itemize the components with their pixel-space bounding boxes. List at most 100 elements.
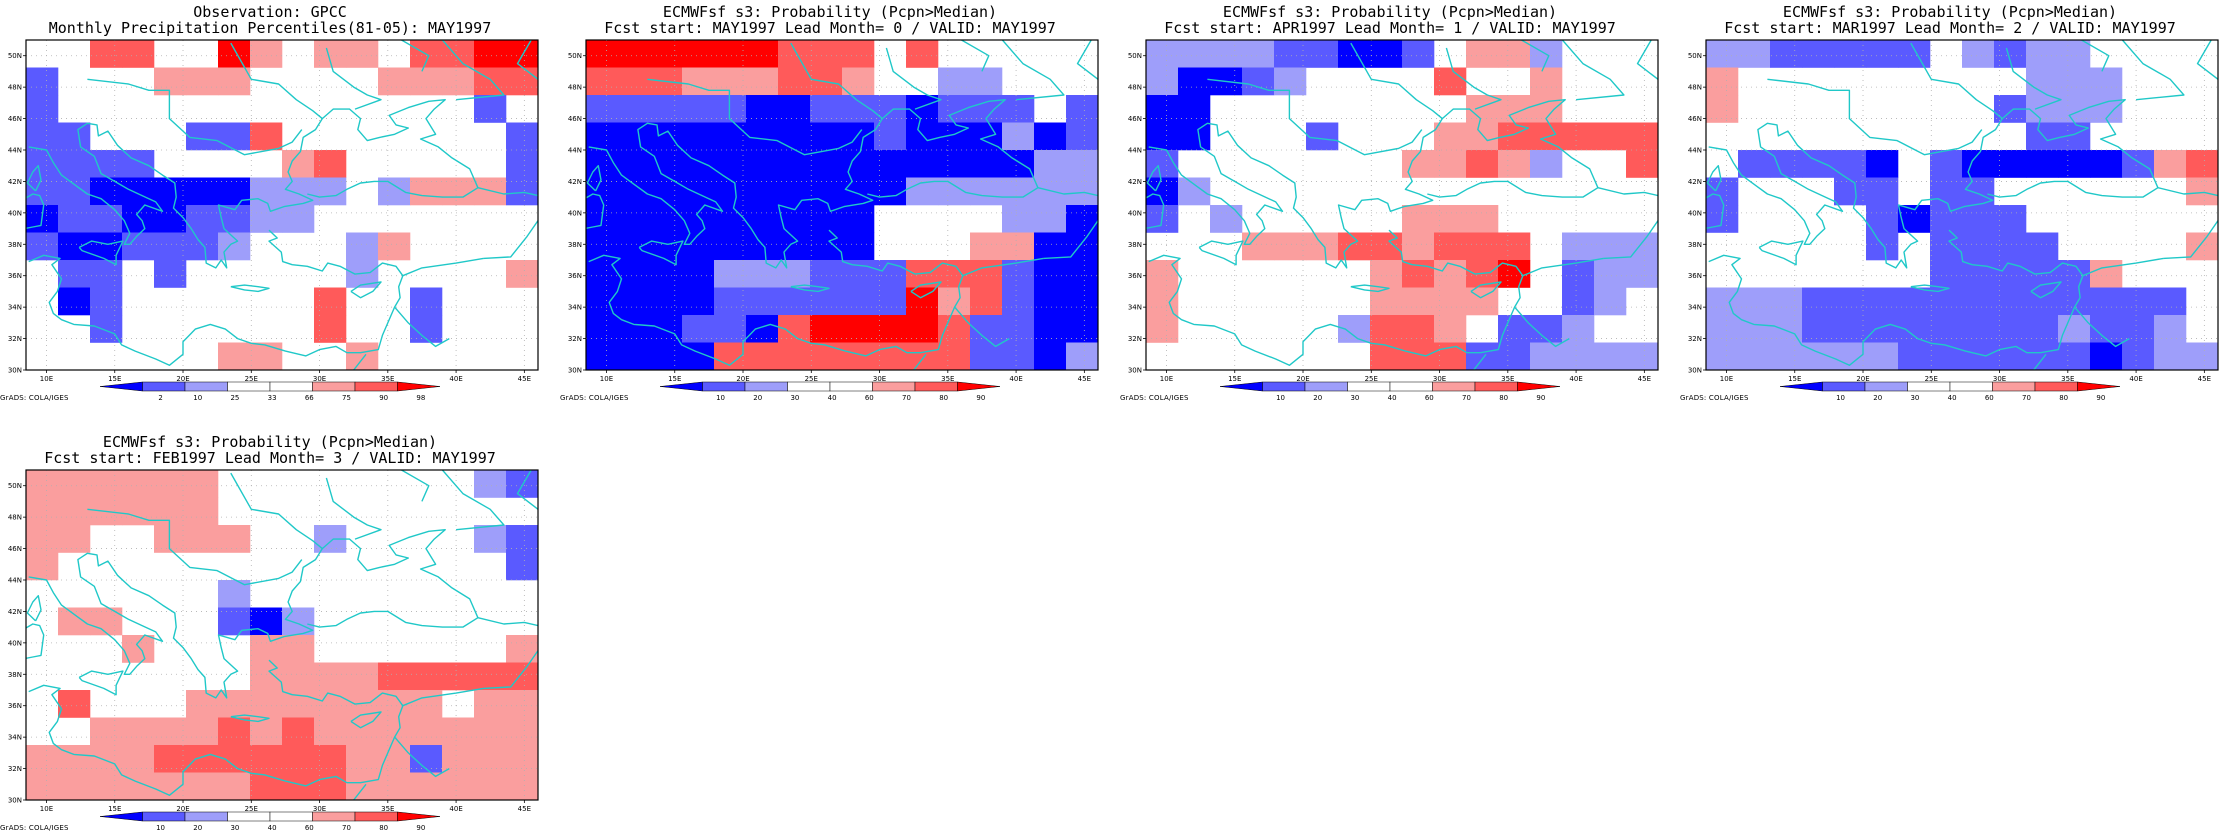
- grid-cell: [1066, 260, 1099, 288]
- lat-tick-label: 40N: [1128, 209, 1142, 217]
- grid-cell: [1066, 315, 1099, 343]
- grid-cell: [1034, 287, 1067, 316]
- grads-credit: GrADS: COLA/IGES: [0, 824, 69, 832]
- grid-cell: [970, 232, 1003, 261]
- grid-cell: [2026, 232, 2059, 261]
- grid-cell: [778, 287, 811, 316]
- grid-cell: [1866, 315, 1899, 343]
- colorbar-segment: [1517, 381, 1561, 392]
- grid-cell: [778, 40, 811, 68]
- grid-cell: [618, 40, 651, 68]
- precip-map: 10E 15E 20E 25E 30E 35E 40E 45E 30N 32N 34N 36N 38N 4…: [0, 39, 539, 402]
- grid-cell: [474, 40, 507, 68]
- grid-cell: [842, 315, 875, 343]
- colorbar-label: 30: [1910, 394, 1919, 402]
- grid-cell: [1898, 287, 1931, 316]
- coastline: [586, 164, 602, 192]
- grid-cell: [1770, 40, 1803, 68]
- grid-cell: [586, 287, 619, 316]
- grid-cell: [26, 525, 59, 553]
- grid-cell: [506, 260, 539, 288]
- coastline: [477, 617, 538, 627]
- coastline: [1561, 40, 1625, 101]
- lat-tick-label: 32N: [1688, 335, 1702, 343]
- panel-subtitle: Monthly Precipitation Percentiles(81-05)…: [48, 19, 492, 37]
- coastline: [516, 470, 538, 512]
- grid-cell: [282, 635, 315, 663]
- grid-cell: [218, 122, 251, 151]
- grid-cell: [218, 67, 251, 96]
- lat-tick-label: 34N: [8, 304, 22, 312]
- grid-cell: [506, 67, 539, 96]
- grid-cell: [1706, 67, 1739, 96]
- grid-cell: [2026, 67, 2059, 96]
- lon-tick-label: 15E: [1788, 375, 1801, 383]
- grid-cell: [410, 690, 443, 718]
- map-panel-1: ECMWFsf s3: Probability (Pcpn>Median) Fcs…: [560, 0, 1100, 408]
- grid-cell: [1834, 287, 1867, 316]
- grid-cell: [506, 150, 539, 178]
- coastline: [1350, 284, 1390, 293]
- grid-cell: [1338, 232, 1371, 261]
- grid-cell: [1242, 67, 1275, 96]
- grid-cell: [2026, 122, 2059, 151]
- coastline: [1706, 193, 1725, 230]
- lat-tick-label: 46N: [8, 545, 22, 553]
- grid-cell: [618, 315, 651, 343]
- colorbar-label: 20: [753, 394, 762, 402]
- grid-cell: [746, 67, 779, 96]
- lon-tick-label: 35E: [381, 375, 394, 383]
- grid-cell: [1434, 205, 1467, 233]
- grid-cell: [1210, 40, 1243, 68]
- lat-tick-label: 50N: [8, 482, 22, 490]
- lon-tick-label: 40E: [1009, 375, 1022, 383]
- grid-cell: [154, 177, 187, 206]
- lat-tick-label: 30N: [568, 367, 582, 375]
- lon-tick-label: 25E: [805, 375, 818, 383]
- grid-cell: [282, 177, 315, 206]
- colorbar-segment: [269, 381, 313, 392]
- coastline: [885, 47, 942, 110]
- grid-cell: [1242, 40, 1275, 68]
- lon-tick-label: 25E: [1925, 375, 1938, 383]
- grid-cell: [1178, 40, 1211, 68]
- grid-cell: [1466, 205, 1499, 233]
- grid-cell: [970, 342, 1003, 371]
- lon-tick-label: 10E: [40, 805, 53, 813]
- colorbar-label: 75: [342, 394, 351, 402]
- grid-cell: [122, 717, 155, 746]
- grid-cell: [682, 315, 715, 343]
- colorbar-segment: [1304, 381, 1348, 392]
- grid-cell: [2154, 287, 2187, 316]
- grid-cell: [906, 40, 939, 68]
- grid-cell: [410, 67, 443, 96]
- coastline: [1708, 98, 2159, 269]
- lon-tick-label: 25E: [245, 375, 258, 383]
- grid-cell: [250, 177, 283, 206]
- grid-cell: [1962, 342, 1995, 371]
- grid-cell: [874, 122, 907, 151]
- grid-cell: [1562, 287, 1595, 316]
- coastline: [0, 153, 26, 164]
- coastline: [1043, 220, 1098, 260]
- grid-cell: [154, 745, 187, 773]
- coastline: [0, 583, 26, 594]
- lon-tick-label: 25E: [245, 805, 258, 813]
- coastline: [2163, 220, 2218, 260]
- grid-cell: [906, 342, 939, 371]
- lon-tick-label: 45E: [1638, 375, 1651, 383]
- colorbar-segment: [142, 811, 186, 822]
- grid-cell: [474, 717, 507, 746]
- grid-cell: [2026, 315, 2059, 343]
- grid-cell: [186, 525, 219, 553]
- colorbar-label: 90: [1536, 394, 1545, 402]
- grid-cell: [778, 342, 811, 371]
- grid-cell: [506, 635, 539, 663]
- grid-cell: [2122, 315, 2155, 343]
- grid-cell: [1930, 232, 1963, 261]
- grid-cell: [442, 67, 475, 96]
- grid-cell: [1802, 315, 1835, 343]
- grid-cell: [2154, 150, 2187, 178]
- grid-cell: [778, 67, 811, 96]
- grid-cell: [714, 122, 747, 151]
